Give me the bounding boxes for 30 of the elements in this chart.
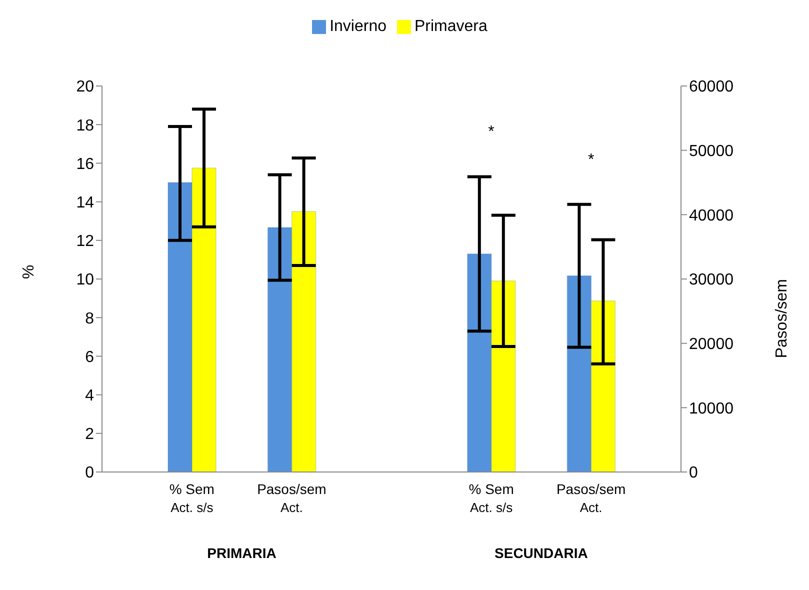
y2-tick-label: 0 — [689, 464, 698, 482]
legend-label: Invierno — [330, 18, 386, 35]
annotation: * — [488, 124, 494, 141]
y2-tick-label: 10000 — [689, 400, 734, 418]
y2-tick-label: 60000 — [689, 78, 734, 96]
x-tick-label: Pasos/sem Act. — [257, 481, 326, 515]
y2-axis-title: Pasos/sem — [774, 279, 791, 358]
annotation: * — [588, 151, 594, 168]
y2-tick-label: 20000 — [689, 336, 734, 354]
y-tick-label: 2 — [85, 426, 94, 444]
y-tick-label: 6 — [85, 348, 94, 366]
y-tick-label: 12 — [76, 233, 94, 250]
y2-tick-label: 50000 — [689, 143, 734, 160]
legend-label: Primavera — [414, 18, 488, 35]
x-tick-label: Pasos/sem Act. — [556, 481, 626, 515]
y-tick-label: 4 — [85, 387, 94, 404]
y-tick-label: 8 — [85, 310, 94, 328]
text: SECUNDARIA — [494, 545, 588, 561]
x-tick-label: % Sem Act. s/s — [468, 481, 514, 515]
y-tick-label: 14 — [76, 194, 94, 212]
y-tick-label: 16 — [76, 156, 94, 173]
y-tick-label: 18 — [76, 117, 94, 134]
x-tick-label: % Sem Act. s/s — [169, 481, 214, 515]
y2-tick-label: 30000 — [689, 272, 734, 289]
y-tick-label: 0 — [85, 464, 94, 482]
y-axis-title: % — [20, 264, 38, 279]
y2-tick-label: 40000 — [689, 207, 734, 224]
text: PRIMARIA — [207, 545, 276, 561]
y-tick-label: 10 — [76, 272, 94, 289]
y-tick-label: 20 — [76, 78, 94, 96]
